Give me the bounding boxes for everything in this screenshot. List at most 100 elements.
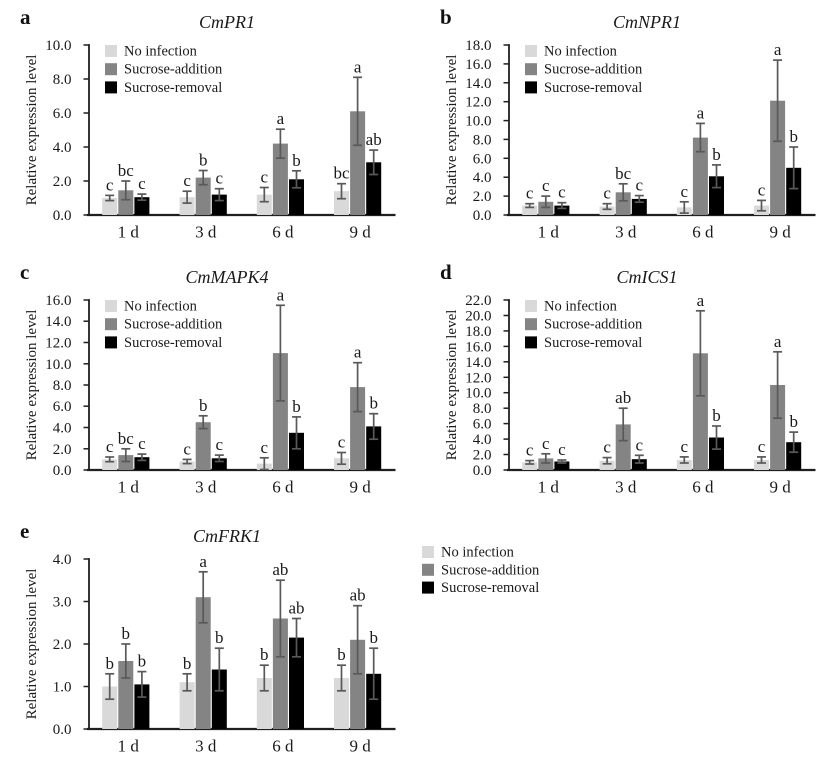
svg-text:b: b xyxy=(369,628,378,647)
svg-text:c: c xyxy=(603,184,611,203)
svg-text:CmNPR1: CmNPR1 xyxy=(613,12,681,32)
svg-text:c: c xyxy=(542,176,550,195)
svg-text:a: a xyxy=(697,103,705,122)
svg-text:c: c xyxy=(216,435,224,454)
svg-text:No infection: No infection xyxy=(441,545,515,561)
svg-text:c: c xyxy=(636,176,644,195)
svg-text:c: c xyxy=(106,175,114,194)
svg-text:12.0: 12.0 xyxy=(465,370,491,386)
svg-text:a: a xyxy=(354,57,362,76)
svg-text:6 d: 6 d xyxy=(692,223,714,242)
svg-text:0.0: 0.0 xyxy=(53,722,72,738)
svg-text:1 d: 1 d xyxy=(118,223,140,242)
svg-text:b: b xyxy=(712,145,721,164)
svg-text:Relative expression level: Relative expression level xyxy=(444,310,460,461)
svg-text:9 d: 9 d xyxy=(769,223,791,242)
svg-text:b: b xyxy=(215,628,224,647)
svg-text:2.0: 2.0 xyxy=(473,189,492,205)
svg-text:1.0: 1.0 xyxy=(53,680,72,696)
svg-text:c: c xyxy=(138,174,146,193)
svg-text:6 d: 6 d xyxy=(692,478,714,497)
svg-text:14.0: 14.0 xyxy=(465,76,491,92)
svg-text:4.0: 4.0 xyxy=(53,552,72,568)
svg-text:Relative expression level: Relative expression level xyxy=(24,310,40,461)
svg-text:9 d: 9 d xyxy=(349,478,371,497)
svg-text:14.0: 14.0 xyxy=(465,355,491,371)
svg-text:c: c xyxy=(681,182,689,201)
svg-text:b: b xyxy=(260,645,269,664)
svg-text:bc: bc xyxy=(615,164,632,183)
svg-text:c: c xyxy=(758,437,766,456)
svg-text:Sucrose-addition: Sucrose-addition xyxy=(441,562,540,578)
svg-text:b: b xyxy=(712,406,721,425)
svg-text:CmICS1: CmICS1 xyxy=(616,267,677,287)
svg-text:c: c xyxy=(636,435,644,454)
svg-text:6.0: 6.0 xyxy=(473,417,492,433)
svg-text:c: c xyxy=(603,438,611,457)
svg-text:9 d: 9 d xyxy=(769,478,791,497)
svg-text:18.0: 18.0 xyxy=(465,324,491,340)
svg-text:0.0: 0.0 xyxy=(53,208,72,224)
svg-text:No infection: No infection xyxy=(544,44,618,60)
svg-text:b: b xyxy=(292,151,301,170)
svg-text:c: c xyxy=(261,168,269,187)
svg-text:12.0: 12.0 xyxy=(465,95,491,111)
svg-text:c: c xyxy=(558,183,566,202)
svg-text:Sucrose-removal: Sucrose-removal xyxy=(544,335,642,351)
svg-text:a: a xyxy=(774,40,782,59)
svg-text:Sucrose-addition: Sucrose-addition xyxy=(124,62,223,78)
svg-text:10.0: 10.0 xyxy=(45,38,71,54)
svg-text:ab: ab xyxy=(350,586,366,605)
svg-text:3.0: 3.0 xyxy=(53,595,72,611)
svg-text:Relative expression level: Relative expression level xyxy=(24,569,40,720)
svg-text:Relative expression level: Relative expression level xyxy=(24,55,40,206)
svg-text:c: c xyxy=(758,180,766,199)
svg-text:c: c xyxy=(338,433,346,452)
svg-text:10.0: 10.0 xyxy=(465,114,491,130)
svg-text:c: c xyxy=(261,438,269,457)
svg-text:0.0: 0.0 xyxy=(473,208,492,224)
svg-text:Sucrose-removal: Sucrose-removal xyxy=(544,80,642,96)
svg-text:c: c xyxy=(681,437,689,456)
svg-text:8.0: 8.0 xyxy=(53,378,72,394)
svg-text:b: b xyxy=(122,624,131,643)
svg-text:2.0: 2.0 xyxy=(473,448,492,464)
svg-text:c: c xyxy=(526,184,534,203)
svg-text:c: c xyxy=(20,260,29,284)
svg-text:No infection: No infection xyxy=(544,299,618,315)
svg-text:bc: bc xyxy=(333,164,350,183)
svg-text:6 d: 6 d xyxy=(272,223,294,242)
svg-text:c: c xyxy=(183,439,191,458)
svg-text:CmFRK1: CmFRK1 xyxy=(193,526,261,546)
svg-text:1 d: 1 d xyxy=(538,223,560,242)
svg-text:b: b xyxy=(337,645,346,664)
svg-text:9 d: 9 d xyxy=(349,223,371,242)
svg-text:4.0: 4.0 xyxy=(53,140,72,156)
svg-text:c: c xyxy=(183,171,191,190)
svg-text:6.0: 6.0 xyxy=(53,106,72,122)
svg-text:b: b xyxy=(440,5,452,29)
svg-text:16.0: 16.0 xyxy=(465,339,491,355)
svg-text:14.0: 14.0 xyxy=(45,314,71,330)
svg-text:20.0: 20.0 xyxy=(465,309,491,325)
svg-text:3 d: 3 d xyxy=(195,478,217,497)
svg-text:1 d: 1 d xyxy=(118,737,140,753)
svg-text:b: b xyxy=(183,654,192,673)
svg-text:16.0: 16.0 xyxy=(465,57,491,73)
svg-text:10.0: 10.0 xyxy=(465,386,491,402)
svg-text:c: c xyxy=(216,169,224,188)
svg-text:b: b xyxy=(105,654,114,673)
svg-text:8.0: 8.0 xyxy=(473,401,492,417)
svg-text:c: c xyxy=(558,440,566,459)
svg-text:bc: bc xyxy=(118,161,135,180)
svg-text:Relative expression level: Relative expression level xyxy=(444,55,460,206)
svg-text:3 d: 3 d xyxy=(195,737,217,753)
svg-text:b: b xyxy=(199,151,208,170)
svg-text:12.0: 12.0 xyxy=(45,336,71,352)
svg-text:22.0: 22.0 xyxy=(465,293,491,309)
svg-text:ab: ab xyxy=(272,560,288,579)
svg-text:4.0: 4.0 xyxy=(53,421,72,437)
svg-text:bc: bc xyxy=(118,429,135,448)
svg-text:18.0: 18.0 xyxy=(465,38,491,54)
svg-text:8.0: 8.0 xyxy=(53,72,72,88)
